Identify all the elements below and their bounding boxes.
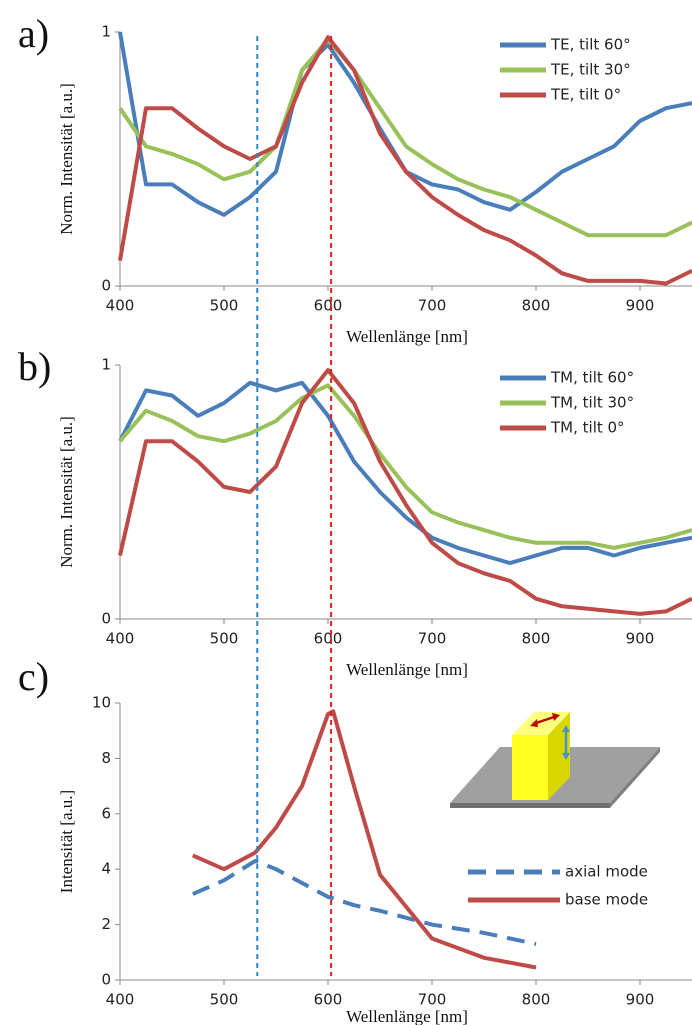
y-tick-label: 1 bbox=[101, 356, 111, 374]
x-tick-label: 400 bbox=[106, 630, 135, 648]
line-series bbox=[118, 37, 692, 238]
y-tick-label: 4 bbox=[101, 860, 111, 878]
y-axis-title: Norm. Intensität [a.u.] bbox=[57, 83, 76, 235]
line-series bbox=[191, 858, 537, 946]
y-tick-label: 8 bbox=[101, 749, 111, 767]
x-tick-label: 700 bbox=[418, 297, 447, 315]
y-tick-label: 1 bbox=[101, 23, 111, 41]
panel-label: a) bbox=[18, 11, 49, 56]
legend-label: TE, tilt 30° bbox=[550, 61, 631, 79]
panel-label: b) bbox=[18, 344, 51, 389]
x-tick-label: 800 bbox=[522, 630, 551, 648]
legend-label: TE, tilt 0° bbox=[550, 86, 621, 104]
x-tick-label: 700 bbox=[418, 991, 447, 1009]
x-axis-title: Wellenlänge [nm] bbox=[346, 1007, 468, 1025]
x-tick-label: 900 bbox=[626, 297, 655, 315]
legend-label: base mode bbox=[565, 891, 648, 909]
x-tick-label: 400 bbox=[106, 991, 135, 1009]
inset-graphic bbox=[450, 712, 660, 808]
x-tick-label: 800 bbox=[522, 991, 551, 1009]
x-tick-label: 600 bbox=[314, 991, 343, 1009]
line-series bbox=[191, 709, 537, 970]
x-axis-title: Wellenlänge [nm] bbox=[346, 660, 468, 679]
line-series bbox=[118, 380, 692, 566]
y-axis-title: Intensität [a.u.] bbox=[57, 790, 76, 893]
line-series bbox=[118, 368, 692, 616]
y-tick-label: 0 bbox=[101, 277, 111, 295]
legend-label: axial mode bbox=[565, 863, 648, 881]
legend-label: TE, tilt 60° bbox=[550, 36, 631, 54]
line-series bbox=[118, 35, 692, 286]
x-tick-label: 600 bbox=[314, 630, 343, 648]
legend-label: TM, tilt 30° bbox=[550, 394, 634, 412]
y-tick-label: 6 bbox=[101, 804, 111, 822]
x-tick-label: 800 bbox=[522, 297, 551, 315]
legend-label: TM, tilt 60° bbox=[550, 369, 634, 387]
line-series bbox=[118, 383, 692, 550]
legend-label: TM, tilt 0° bbox=[550, 419, 625, 437]
x-tick-label: 500 bbox=[210, 991, 239, 1009]
y-tick-label: 2 bbox=[101, 915, 111, 933]
y-tick-label: 0 bbox=[101, 971, 111, 989]
y-axis-title: Norm. Intensität [a.u.] bbox=[57, 416, 76, 568]
x-tick-label: 500 bbox=[210, 630, 239, 648]
y-tick-label: 0 bbox=[101, 610, 111, 628]
x-tick-label: 700 bbox=[418, 630, 447, 648]
y-tick-label: 10 bbox=[92, 694, 111, 712]
x-tick-label: 900 bbox=[626, 991, 655, 1009]
x-tick-label: 900 bbox=[626, 630, 655, 648]
line-series bbox=[118, 31, 692, 217]
x-axis-title: Wellenlänge [nm] bbox=[346, 327, 468, 346]
x-tick-label: 500 bbox=[210, 297, 239, 315]
x-tick-label: 600 bbox=[314, 297, 343, 315]
panel-label: c) bbox=[18, 654, 49, 699]
x-tick-label: 400 bbox=[106, 297, 135, 315]
